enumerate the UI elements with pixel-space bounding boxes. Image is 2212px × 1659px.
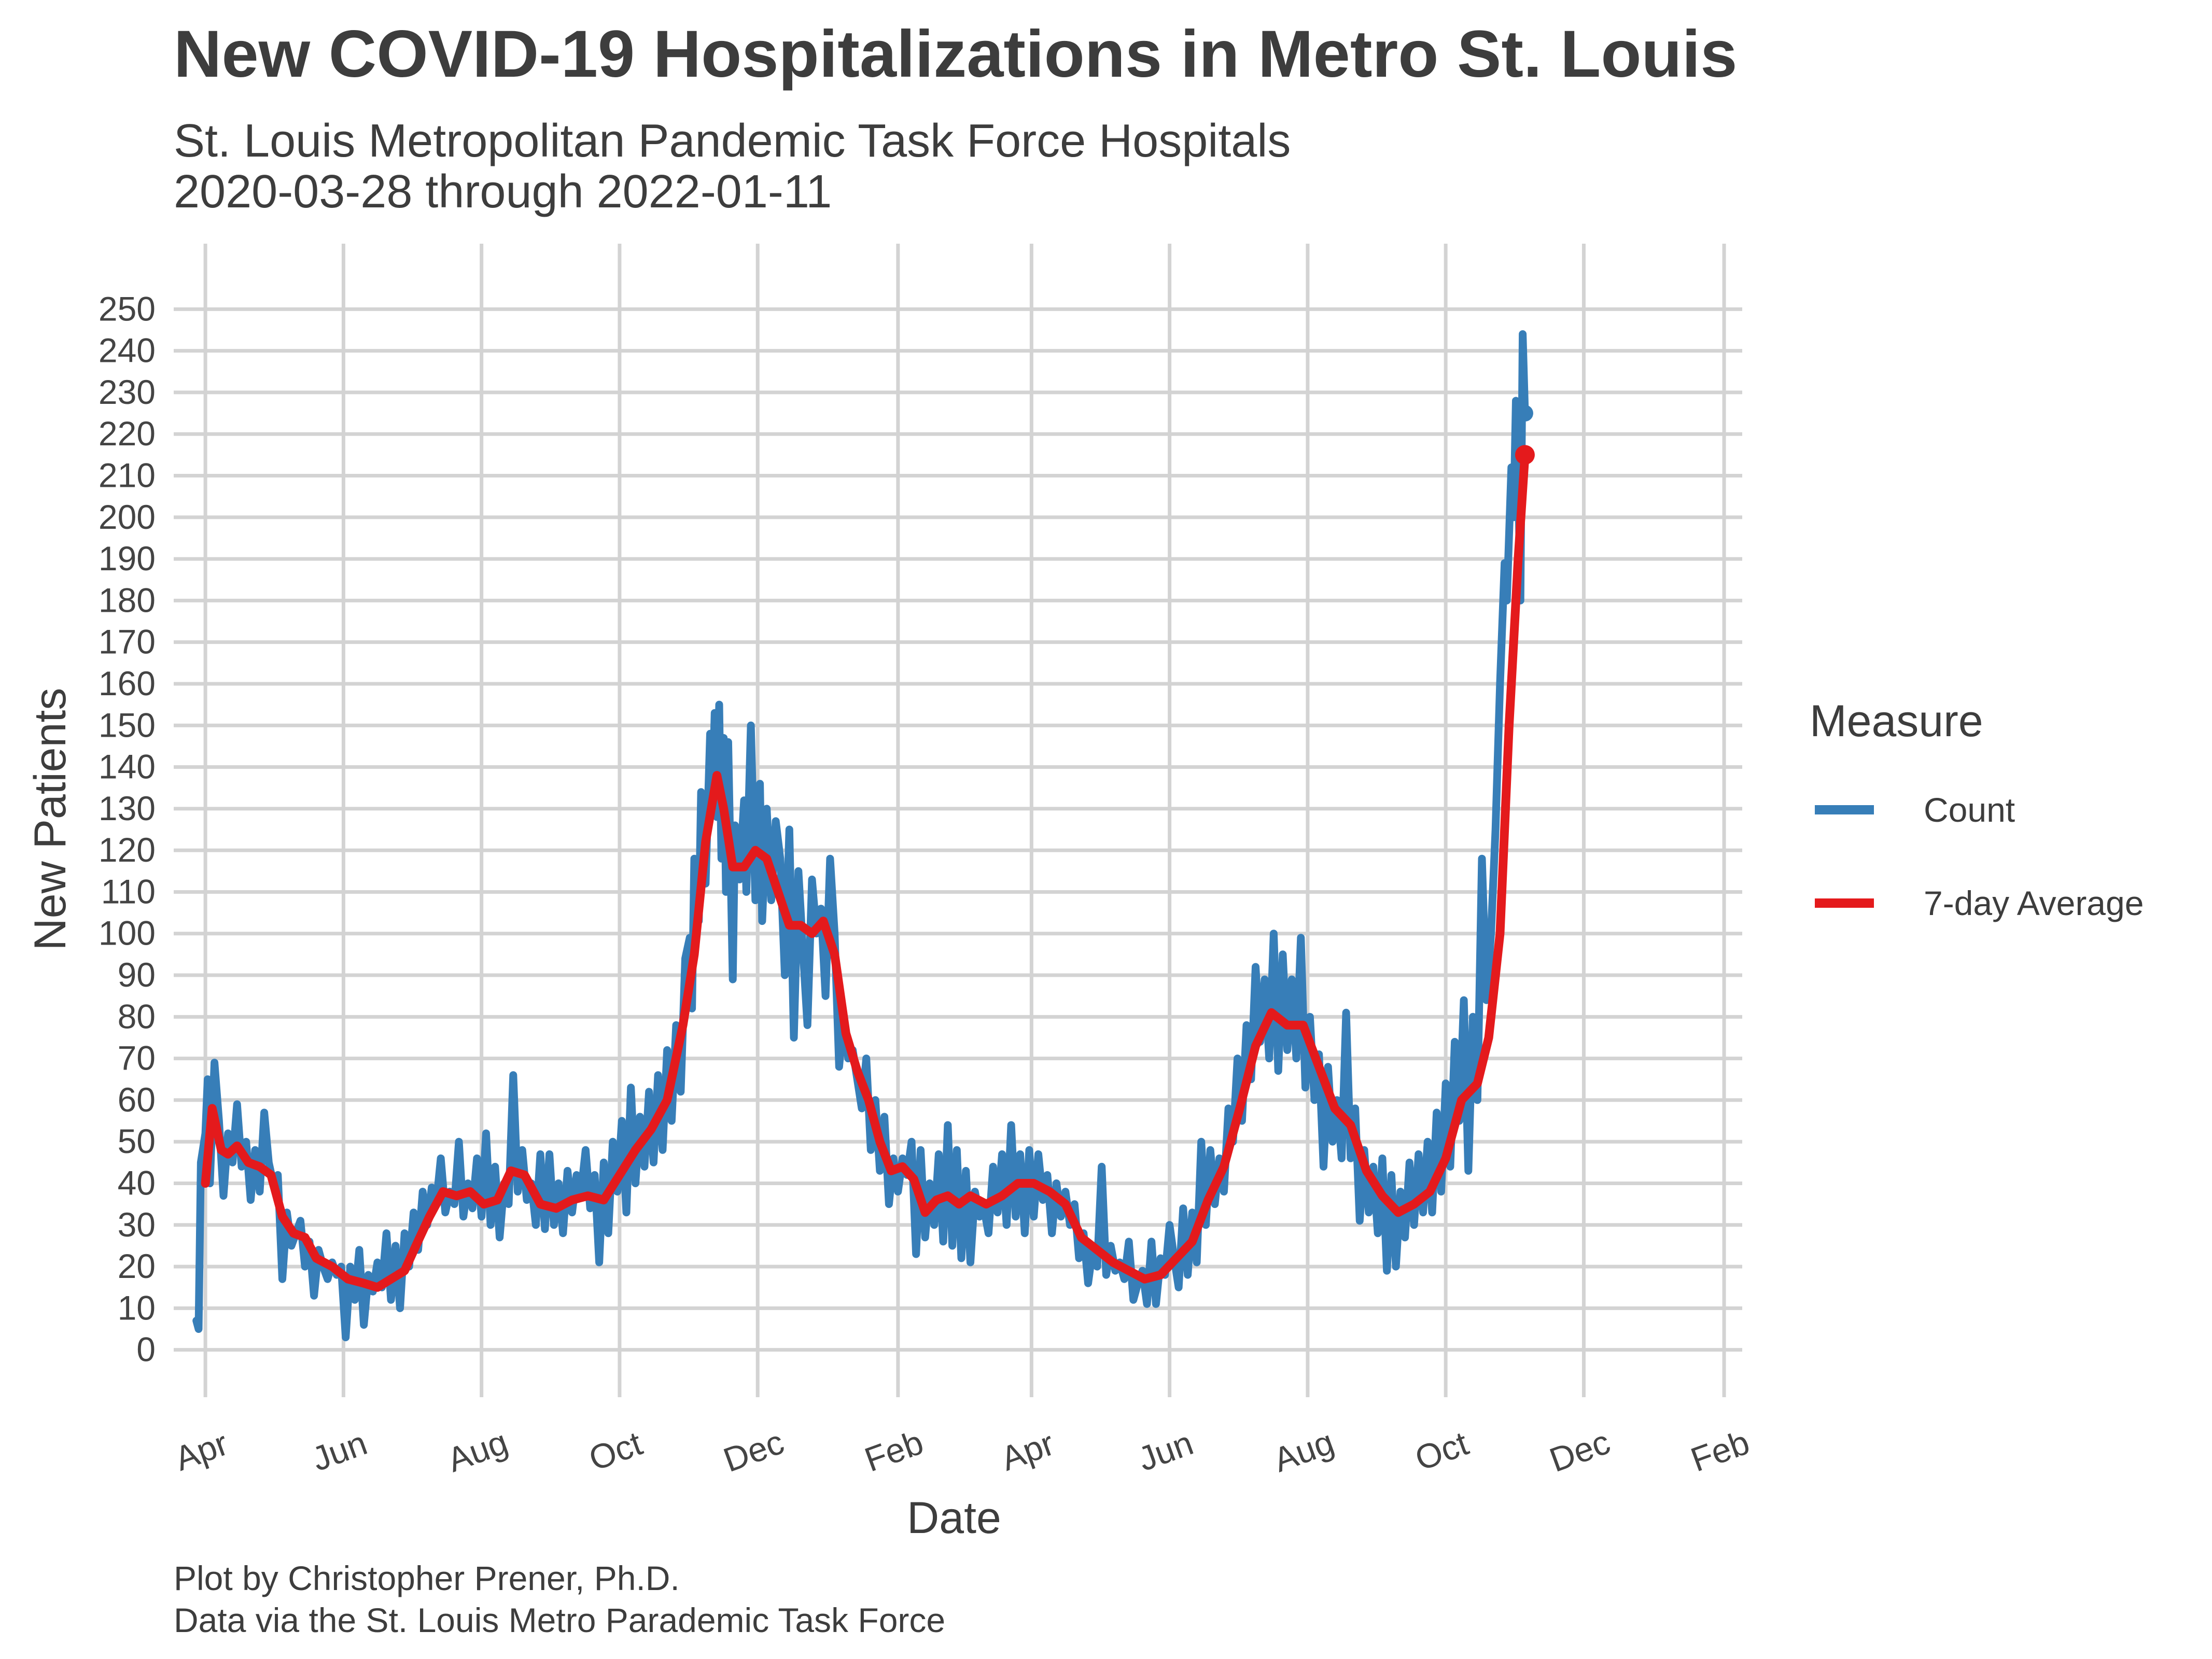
y-tick-label: 200 [99,498,156,536]
y-tick-label: 210 [99,456,156,495]
y-tick-label: 160 [99,664,156,702]
legend-label-count: Count [1924,791,2015,829]
chart-title: New COVID-19 Hospitalizations in Metro S… [174,17,1737,91]
y-tick-label: 90 [118,955,156,994]
y-tick-label: 170 [99,623,156,661]
chart-subtitle-line-1: St. Louis Metropolitan Pandemic Task For… [174,115,1291,167]
x-tick-label: Aug [442,1423,513,1480]
y-tick-label: 250 [99,289,156,328]
y-tick-label: 50 [118,1122,156,1160]
y-tick-label: 150 [99,706,156,744]
y-tick-label: 20 [118,1247,156,1285]
y-tick-label: 230 [99,373,156,411]
y-tick-label: 10 [118,1288,156,1327]
legend-title: Measure [1810,696,1983,746]
caption-line-1: Plot by Christopher Prener, Ph.D. [174,1559,680,1597]
x-tick-label: Feb [860,1423,928,1479]
x-tick-label: Feb [1686,1423,1754,1479]
y-axis-tick-labels: 0102030405060708090100110120130140150160… [99,289,156,1368]
x-axis-title: Date [907,1493,1001,1543]
x-tick-label: Jun [1133,1423,1198,1478]
x-tick-label: Aug [1268,1423,1339,1480]
x-tick-label: Jun [307,1423,372,1478]
y-tick-label: 70 [118,1039,156,1077]
y-tick-label: 180 [99,581,156,619]
y-tick-label: 190 [99,539,156,578]
y-tick-label: 130 [99,789,156,827]
y-tick-label: 100 [99,914,156,952]
series-endpoint-7-day-average [1515,445,1535,465]
y-axis-title: New Patients [25,688,75,951]
gridlines [174,244,1742,1397]
y-tick-label: 240 [99,331,156,370]
y-tick-label: 60 [118,1080,156,1119]
caption-line-2: Data via the St. Louis Metro Parademic T… [174,1601,945,1639]
y-tick-label: 80 [118,997,156,1035]
x-tick-label: Oct [1410,1424,1473,1478]
x-tick-label: Dec [1545,1423,1615,1480]
x-tick-label: Apr [170,1424,233,1478]
y-tick-label: 220 [99,414,156,453]
x-tick-label: Apr [996,1424,1059,1478]
y-tick-label: 40 [118,1163,156,1202]
plot-series [192,330,1535,1342]
x-tick-label: Oct [584,1424,647,1478]
series-line-count [192,330,1529,1342]
legend: Measure Count 7-day Average [1810,696,2144,922]
y-tick-label: 0 [136,1330,156,1369]
y-tick-label: 140 [99,748,156,786]
y-tick-label: 30 [118,1205,156,1244]
series-endpoint-count [1516,405,1533,422]
y-tick-label: 110 [101,872,156,910]
chart-subtitle-line-2: 2020-03-28 through 2022-01-11 [174,166,832,218]
x-axis-tick-labels: Apr Jun Aug Oct Dec Feb Apr Jun Aug Oct Dec Feb [170,1423,1754,1480]
x-tick-label: Dec [719,1423,789,1480]
y-tick-label: 120 [99,831,156,869]
series-line-7-day-average [201,450,1530,1292]
legend-label-7-day-average: 7-day Average [1924,884,2144,922]
